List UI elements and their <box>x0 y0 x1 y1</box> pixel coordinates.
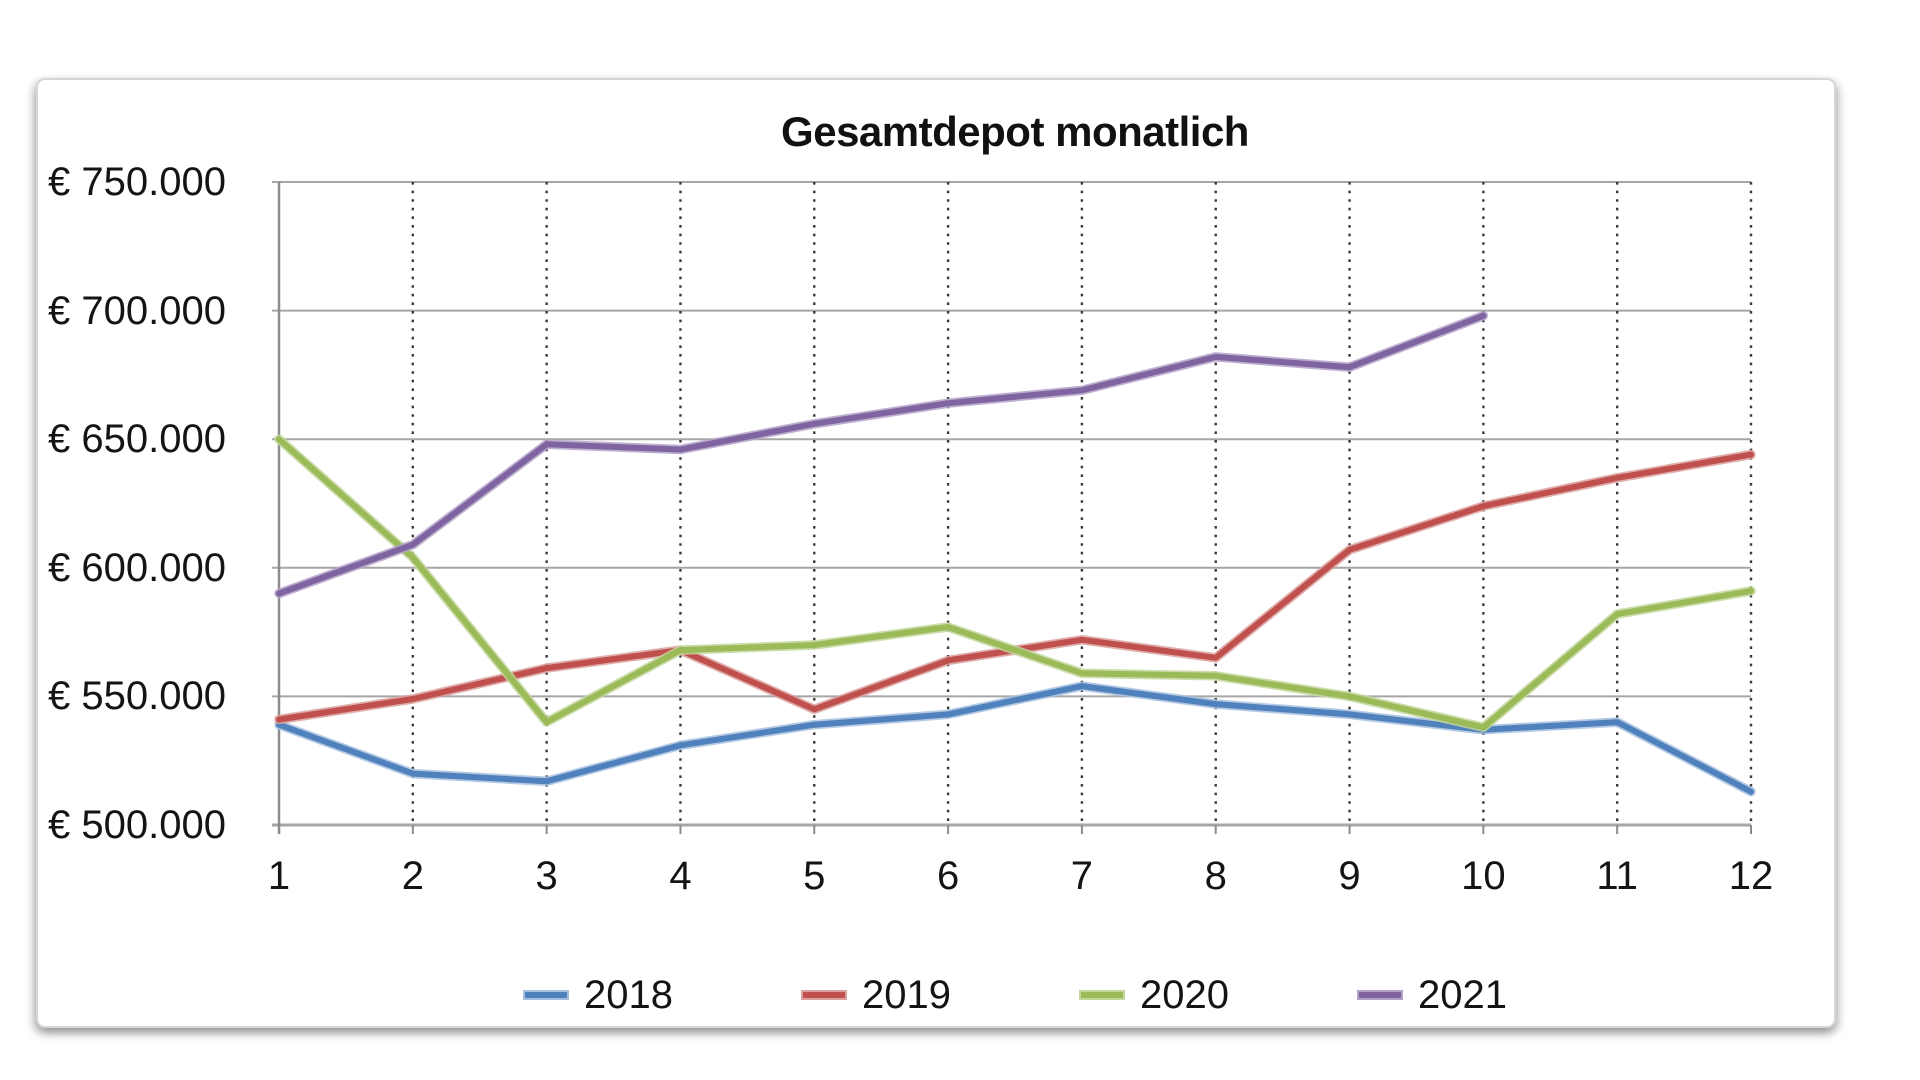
x-axis-tick-label: 5 <box>803 854 826 898</box>
y-axis-tick-label: € 650.000 <box>48 417 226 462</box>
legend-item-2020: 2020 <box>1079 966 1229 1024</box>
x-axis-tick-label: 10 <box>1461 854 1506 898</box>
x-axis-tick-label: 11 <box>1596 854 1638 898</box>
x-axis-tick-label: 3 <box>535 854 558 898</box>
line-chart <box>272 181 1756 834</box>
chart-legend: 2018 2019 2020 2021 <box>279 966 1751 1024</box>
y-axis-tick-label: € 700.000 <box>48 288 226 333</box>
series-line-2021 <box>276 312 1487 597</box>
chart-card: Gesamtdepot monatlich € 750.000 € 700.000… <box>36 78 1836 1028</box>
chart-title: Gesamtdepot monatlich <box>781 108 1249 155</box>
legend-dash-icon <box>523 990 570 1000</box>
legend-dash-icon <box>1356 990 1403 1000</box>
series-line-2020 <box>276 436 1754 731</box>
series-line-halo-2021 <box>274 310 1489 599</box>
y-axis-tick-label: € 500.000 <box>48 803 226 847</box>
x-axis-tick-label: 12 <box>1728 854 1774 898</box>
x-axis-tick-label: 1 <box>267 854 291 898</box>
plot-area <box>272 181 1756 834</box>
legend-label: 2019 <box>862 973 951 1017</box>
series-line-2019 <box>276 451 1754 723</box>
x-axis-labels: 1 2 3 4 5 6 7 8 9 10 11 12 <box>268 850 1773 902</box>
x-axis-tick-label: 8 <box>1204 854 1227 898</box>
y-axis-tick-label: € 750.000 <box>48 160 226 204</box>
legend-dash-icon <box>801 990 848 1000</box>
legend-dash-icon <box>1079 990 1125 1000</box>
legend-label: 2021 <box>1417 973 1507 1017</box>
x-axis-tick-label: 7 <box>1070 854 1094 898</box>
legend-label: 2020 <box>1140 973 1229 1017</box>
x-axis-tick-label: 2 <box>401 854 424 898</box>
legend-item-2018: 2018 <box>523 966 673 1024</box>
legend-item-2019: 2019 <box>801 966 951 1024</box>
legend-label: 2018 <box>584 973 674 1017</box>
series-line-2018 <box>276 683 1754 795</box>
y-axis-tick-label: € 600.000 <box>48 545 226 590</box>
x-axis-tick-label: 4 <box>669 854 692 898</box>
y-axis-labels: € 750.000 € 700.000 € 650.000 € 600.000 € 55… <box>38 160 279 847</box>
x-axis-tick-label: 6 <box>936 854 960 898</box>
legend-item-2021: 2021 <box>1356 966 1507 1024</box>
x-axis-tick-label: 9 <box>1338 854 1361 898</box>
y-axis-tick-label: € 550.000 <box>48 674 226 719</box>
